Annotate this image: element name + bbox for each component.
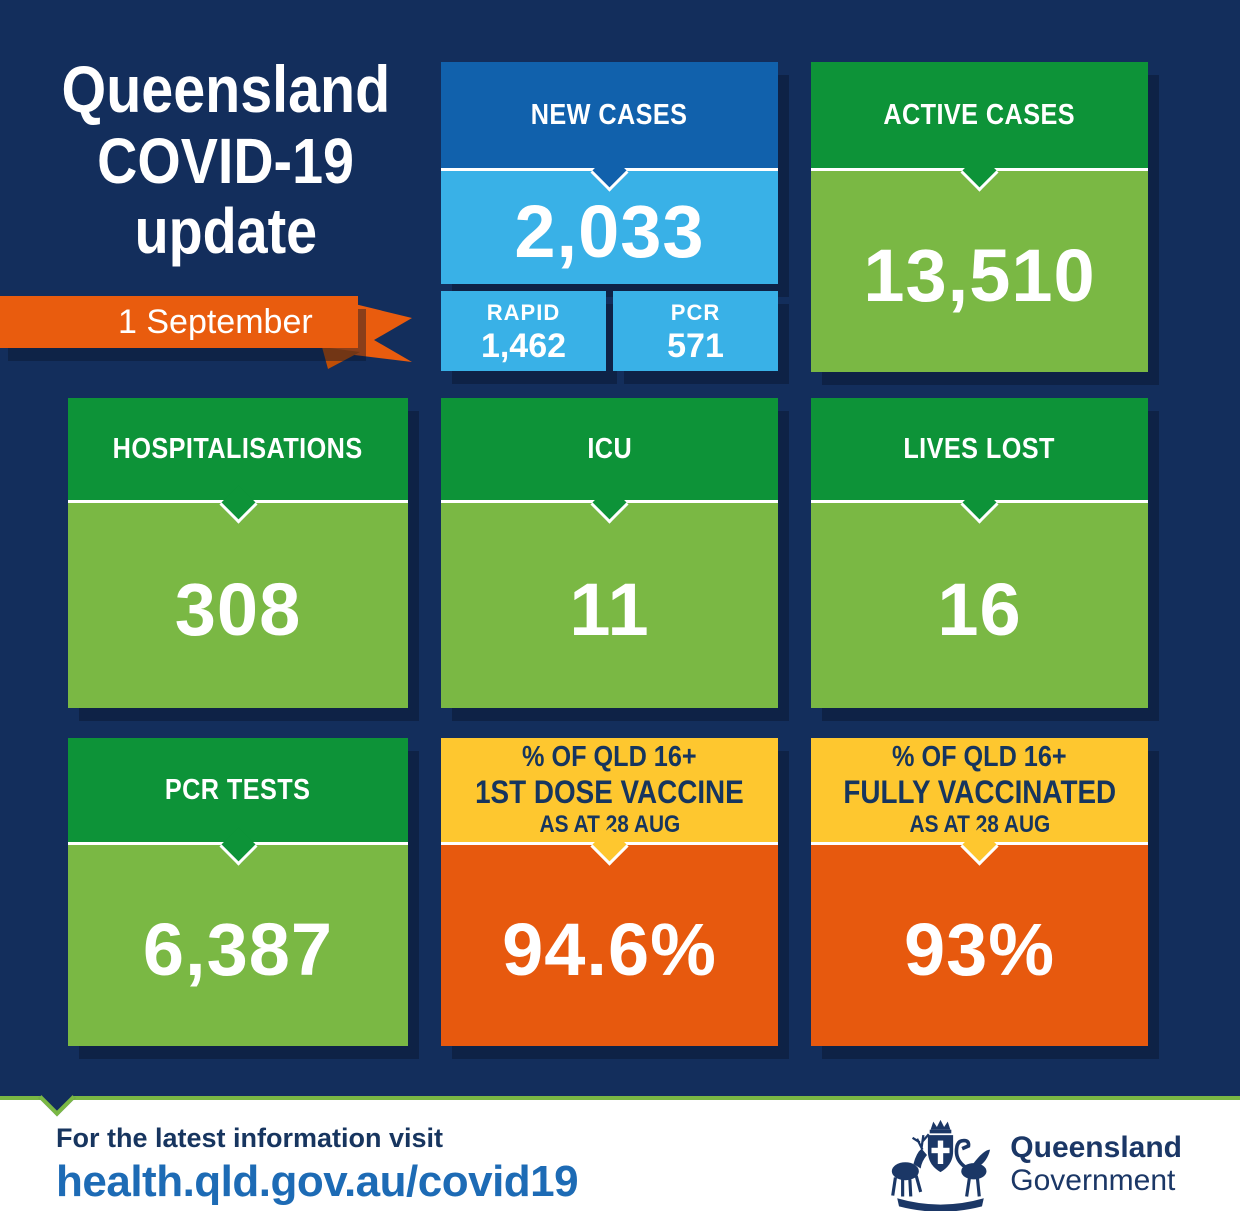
new-cases-breakdown: RAPID 1,462 PCR 571 (441, 291, 778, 371)
hospitalisations-label: HOSPITALISATIONS (113, 432, 363, 465)
first-dose-header: % OF QLD 16+ 1ST DOSE VACCINE AS AT 28 A… (441, 738, 778, 842)
pcr-tests-label: PCR TESTS (165, 773, 311, 806)
fully-vaccinated-header: % OF QLD 16+ FULLY VACCINATED AS AT 28 A… (811, 738, 1148, 842)
hospitalisations-card: HOSPITALISATIONS 308 (68, 398, 408, 708)
icu-card: ICU 11 (441, 398, 778, 708)
pcr-tests-header: PCR TESTS (68, 738, 408, 842)
fully-vaccinated-body: 93% (811, 865, 1148, 1046)
pcr-tests-card: PCR TESTS 6,387 (68, 738, 408, 1046)
pcr-value: 571 (667, 327, 724, 365)
notch-divider (441, 153, 778, 192)
notch-divider (441, 485, 778, 524)
notch-divider (811, 485, 1148, 524)
new-cases-value: 2,033 (514, 190, 705, 273)
logo-government-text: Government (1010, 1164, 1176, 1197)
notch-divider (811, 827, 1148, 866)
lives-lost-header: LIVES LOST (811, 398, 1148, 500)
main-panel: Queensland COVID-19 update 1 September N… (0, 0, 1240, 1117)
new-cases-label: NEW CASES (531, 98, 688, 131)
qld-government-logo: Queensland Government (881, 1117, 1182, 1211)
title-text-covid19: COVID-19 (97, 125, 355, 197)
icu-header: ICU (441, 398, 778, 500)
rapid-cases-box: RAPID 1,462 (441, 291, 606, 371)
new-cases-body: 2,033 (441, 190, 778, 284)
pcr-tests-value: 6,387 (142, 908, 334, 991)
active-cases-body: 13,510 (811, 191, 1148, 372)
title-line-3: update (30, 196, 422, 266)
date-ribbon: 1 September (0, 290, 430, 385)
pcr-tests-body: 6,387 (68, 865, 408, 1046)
lives-lost-value: 16 (937, 568, 1022, 651)
hospitalisations-body: 308 (68, 523, 408, 708)
notch-divider (441, 827, 778, 866)
first-dose-value: 94.6% (502, 908, 717, 991)
lives-lost-card: LIVES LOST 16 (811, 398, 1148, 708)
page-title: Queensland COVID-19 update (30, 52, 422, 266)
new-cases-card: NEW CASES 2,033 (441, 62, 778, 284)
fully-vaccinated-label-line1: % OF QLD 16+ (892, 741, 1067, 773)
pcr-label: PCR (670, 300, 721, 325)
rapid-label: RAPID (486, 300, 561, 325)
new-cases-header: NEW CASES (441, 62, 778, 168)
date-ribbon-band: 1 September (0, 296, 358, 348)
active-cases-label: ACTIVE CASES (883, 98, 1076, 131)
logo-queensland-text: Queensland (1010, 1131, 1182, 1164)
footer: For the latest information visit health.… (0, 1100, 1240, 1228)
active-cases-value: 13,510 (863, 234, 1096, 317)
qld-government-wordmark: Queensland Government (1010, 1131, 1182, 1197)
first-dose-label-line2: 1ST DOSE VACCINE (475, 774, 744, 810)
notch-divider (68, 827, 408, 866)
title-text-queensland: Queensland (61, 52, 391, 126)
notch-divider (68, 485, 408, 524)
footer-text-block: For the latest information visit health.… (56, 1120, 579, 1208)
date-label: 1 September (118, 302, 313, 341)
fully-vaccinated-card: % OF QLD 16+ FULLY VACCINATED AS AT 28 A… (811, 738, 1148, 1046)
pcr-cases-box: PCR 571 (613, 291, 778, 371)
first-dose-label-line1: % OF QLD 16+ (522, 741, 697, 773)
fully-vaccinated-label-line2: FULLY VACCINATED (843, 774, 1116, 810)
icu-body: 11 (441, 523, 778, 708)
title-line-1: Queensland (30, 52, 422, 126)
fully-vaccinated-value: 93% (903, 908, 1056, 991)
hospitalisations-value: 308 (174, 568, 302, 651)
active-cases-card: ACTIVE CASES 13,510 (811, 62, 1148, 372)
footer-url: health.qld.gov.au/covid19 (56, 1157, 579, 1206)
title-text-update: update (134, 195, 318, 267)
footer-info-text: For the latest information visit (56, 1123, 444, 1153)
lives-lost-label: LIVES LOST (903, 432, 1056, 465)
icu-label: ICU (587, 432, 632, 465)
notch-divider (811, 153, 1148, 192)
hospitalisations-header: HOSPITALISATIONS (68, 398, 408, 500)
active-cases-header: ACTIVE CASES (811, 62, 1148, 168)
lives-lost-body: 16 (811, 523, 1148, 708)
rapid-value: 1,462 (480, 327, 567, 365)
title-line-2: COVID-19 (30, 126, 422, 196)
qld-coat-of-arms-icon (891, 1119, 991, 1211)
first-dose-body: 94.6% (441, 865, 778, 1046)
icu-value: 11 (569, 568, 650, 651)
first-dose-vaccine-card: % OF QLD 16+ 1ST DOSE VACCINE AS AT 28 A… (441, 738, 778, 1046)
